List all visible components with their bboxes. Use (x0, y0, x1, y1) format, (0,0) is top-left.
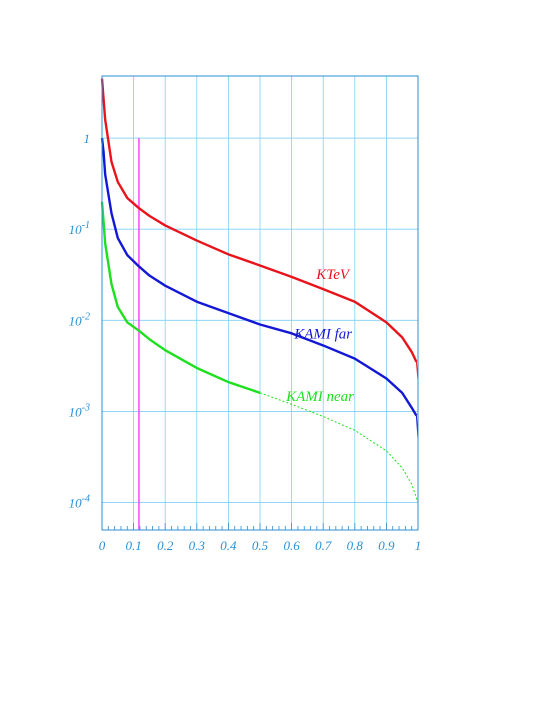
x-tick-label: 0.7 (315, 538, 332, 553)
series-line-kami-near (100, 201, 261, 394)
y-tick-label: 10-4 (69, 494, 90, 511)
x-tick-label: 0.3 (189, 538, 206, 553)
x-tick-label: 0.4 (220, 538, 237, 553)
x-tick-label: 0.9 (378, 538, 395, 553)
series-label: KAMI far (293, 327, 352, 343)
series-line-kami-near-dashed (259, 392, 419, 503)
series-line-ktev (100, 78, 418, 363)
y-tick-labels: 1 10-1 10-2 10-3 10-4 (69, 131, 90, 510)
x-tick-label: 0.1 (125, 538, 141, 553)
x-tick-label: 0 (99, 538, 106, 553)
y-tick-label: 10-1 (69, 220, 90, 237)
y-tick-label: 10-3 (69, 402, 90, 419)
x-tick-labels: 0 0.1 0.2 0.3 0.4 0.5 0.6 0.7 0.8 0.9 1 (99, 538, 422, 553)
x-tick-label: 0.8 (347, 538, 364, 553)
x-minor-ticks (101, 523, 419, 530)
x-tick-label: 0.5 (252, 538, 269, 553)
series-lines (100, 78, 419, 503)
series-labels: KTeV KAMI far KAMI near (285, 267, 354, 405)
plot-frame (101, 75, 419, 531)
series-label: KAMI near (285, 389, 354, 405)
y-tick-label: 10-2 (69, 311, 90, 328)
x-tick-label: 0.2 (157, 538, 174, 553)
series-line-kami-far (100, 137, 418, 417)
x-tick-label: 1 (415, 538, 422, 553)
y-tick-label: 1 (84, 131, 91, 146)
x-tick-label: 0.6 (283, 538, 300, 553)
series-label: KTeV (315, 267, 351, 283)
